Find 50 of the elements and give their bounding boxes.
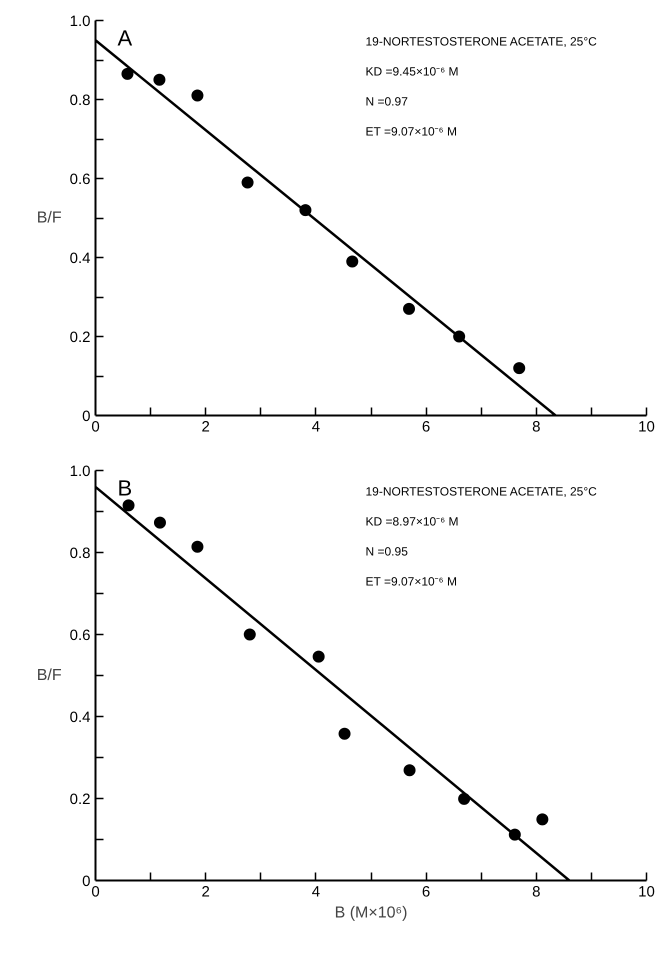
x-tick-label: 4 <box>312 884 320 900</box>
y-tick-label: 0.4 <box>70 709 91 726</box>
x-tick-label: 6 <box>422 418 430 436</box>
x-tick-label: 4 <box>312 418 320 436</box>
annotation: 19-NORTESTOSTERONE ACETATE, 25°C <box>366 34 598 48</box>
point <box>338 728 351 740</box>
y-tick-label: 0.4 <box>70 250 91 267</box>
annotation: 19-NORTESTOSTERONE ACETATE, 25°C <box>366 484 598 498</box>
point <box>536 813 548 826</box>
chart-title: B <box>118 476 132 500</box>
y-tick-label: 1.0 <box>70 13 91 30</box>
y-axis-title: B/F <box>36 667 62 684</box>
x-tick-label: 10 <box>638 418 655 436</box>
y-axis-title: B/F <box>36 210 62 226</box>
x-tick-label: 8 <box>532 884 540 900</box>
point <box>153 74 166 86</box>
y-tick-label: 0.8 <box>70 545 91 562</box>
y-tick-label: 0 <box>82 873 90 890</box>
point <box>154 516 166 529</box>
x-axis-title: B (M×10⁶) <box>334 904 408 922</box>
point <box>191 90 204 102</box>
chart-title: A <box>118 26 132 50</box>
x-tick-label: 10 <box>638 884 655 900</box>
y-tick-label: 0 <box>82 408 90 425</box>
point <box>244 628 256 640</box>
annotation: N =0.95 <box>366 544 408 558</box>
y-tick-label: 0.2 <box>70 329 91 346</box>
annotation: ET =9.07×10⁻⁶ M <box>366 574 457 588</box>
y-tick-label: 0.2 <box>70 791 91 808</box>
point <box>346 255 358 268</box>
y-tick-label: 0.6 <box>70 171 91 188</box>
point <box>312 650 325 663</box>
point <box>242 176 254 188</box>
x-tick-label: 2 <box>202 884 210 900</box>
y-tick-label: 0.8 <box>70 92 91 109</box>
x-tick-label: 8 <box>532 418 540 436</box>
point <box>121 68 134 80</box>
annotation: KD =8.97×10⁻⁶ M <box>366 514 458 528</box>
point <box>513 362 526 374</box>
point <box>404 764 416 776</box>
point <box>122 499 135 512</box>
x-tick-label: 6 <box>422 884 430 900</box>
y-tick-label: 0.6 <box>70 627 91 644</box>
point <box>191 540 204 553</box>
annotation: N =0.97 <box>366 94 408 108</box>
point <box>403 302 416 315</box>
annotation: ET =9.07×10⁻⁶ M <box>366 124 457 138</box>
y-tick-label: 1.0 <box>70 463 91 480</box>
annotation: KD =9.45×10⁻⁶ M <box>366 64 458 78</box>
x-tick-label: 2 <box>202 418 210 436</box>
